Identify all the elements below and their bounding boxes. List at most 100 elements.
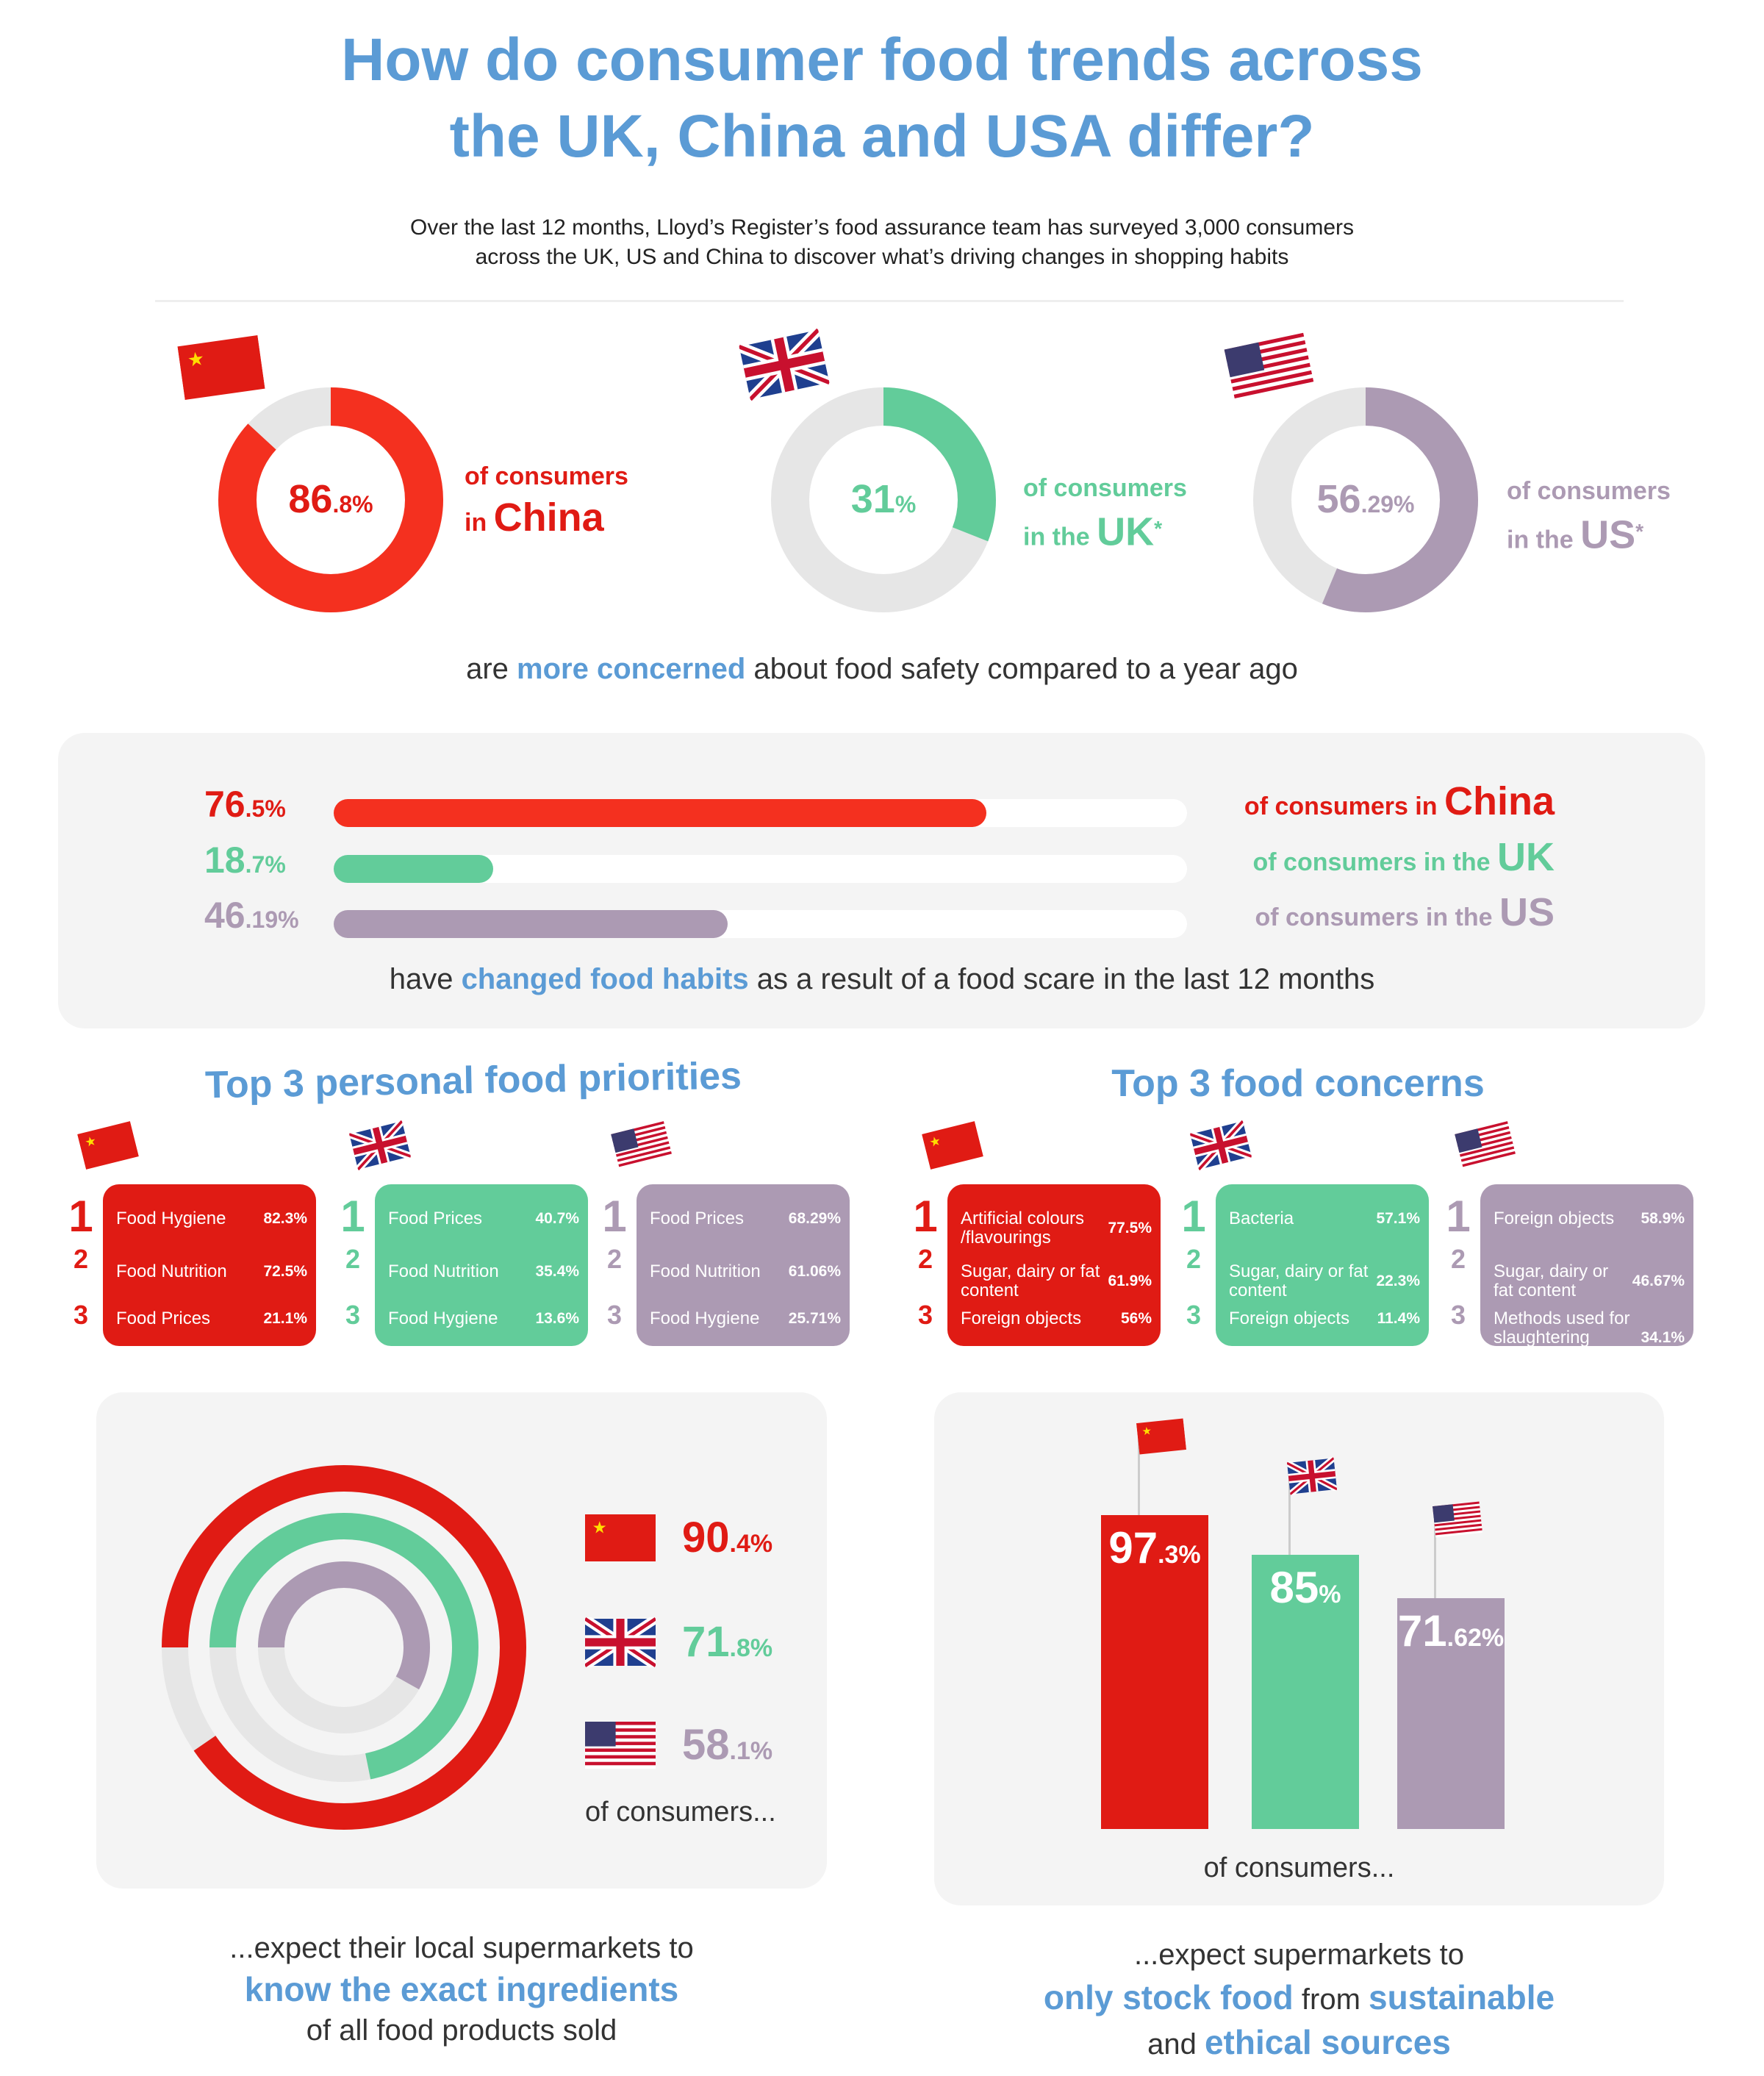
flag-uk-icon bbox=[582, 1614, 659, 1671]
concerns-box-us: Foreign objects 58.9% Sugar, dairy or fat … bbox=[1480, 1184, 1693, 1367]
donut-arc-china bbox=[218, 387, 443, 612]
priorities-item: Food Prices 21.1% bbox=[116, 1309, 307, 1328]
habit-bar-track bbox=[334, 910, 1187, 938]
priorities-item: Food Prices 40.7% bbox=[388, 1209, 579, 1228]
us-donut-label: of consumers in the US* bbox=[1507, 477, 1671, 557]
concerns-item: Foreign objects 11.4% bbox=[1229, 1309, 1420, 1328]
priorities-item: Food Nutrition 72.5% bbox=[116, 1261, 307, 1281]
ingredients-pct: 58.1% bbox=[682, 1721, 773, 1769]
subtitle: Over the last 12 months, Lloyd’s Registe… bbox=[409, 215, 1354, 269]
ingredients-rings bbox=[162, 1465, 526, 1830]
sustainable-caption: ...expect supermarkets to only stock foo… bbox=[1043, 1939, 1555, 2061]
rank-number: 2 bbox=[1186, 1244, 1202, 1274]
flag-us-icon bbox=[585, 1720, 656, 1774]
ring-arc-china bbox=[162, 1465, 526, 1830]
ingredients-of-consumers: of consumers... bbox=[585, 1797, 776, 1828]
priorities-box-us: Food Prices 68.29% Food Nutrition 61.06% Foo… bbox=[637, 1184, 850, 1346]
flag-pole bbox=[1138, 1434, 1140, 1516]
rank-number: 3 bbox=[917, 1300, 933, 1330]
rank-number: 3 bbox=[1186, 1300, 1202, 1330]
flag-pole bbox=[1434, 1517, 1436, 1598]
rank-number: 1 bbox=[602, 1192, 627, 1241]
flag-us-icon bbox=[1455, 1121, 1516, 1170]
concerns-heading: Top 3 food concerns bbox=[1111, 1062, 1485, 1105]
page-title: How do consumer food trends across the UK… bbox=[341, 26, 1423, 170]
priorities-box-uk: Food Prices 40.7% Food Nutrition 35.4% Food … bbox=[375, 1184, 588, 1346]
bar-chart-xlabel: of consumers... bbox=[1203, 1853, 1395, 1883]
rank-number: 1 bbox=[913, 1192, 938, 1241]
flag-china-icon: ★ bbox=[585, 1513, 656, 1567]
china-donut-value: 86.8% bbox=[288, 477, 373, 521]
rank-number: 2 bbox=[917, 1244, 933, 1274]
rank-number: 3 bbox=[345, 1300, 361, 1330]
concerns-item: Sugar, dairy or fat content 46.67% bbox=[1494, 1261, 1685, 1300]
rank-number: 2 bbox=[606, 1244, 623, 1274]
flag-china-icon: ★ bbox=[922, 1121, 983, 1170]
habit-label: of consumers in the US bbox=[1255, 890, 1555, 934]
china-donut-label: of consumers in China bbox=[465, 462, 628, 540]
flag-uk-icon bbox=[348, 1118, 412, 1173]
habit-bar-fill bbox=[334, 799, 987, 827]
rank-number: 2 bbox=[345, 1244, 361, 1274]
svg-text:★: ★ bbox=[1141, 1425, 1152, 1438]
habit-bar-track bbox=[334, 799, 1187, 827]
habit-pct: 46.19% bbox=[204, 895, 299, 936]
flag-uk-icon bbox=[736, 326, 832, 404]
rank-number: 2 bbox=[73, 1244, 89, 1274]
concerns-item: Artificial colours /flavourings 77.5% bbox=[961, 1209, 1152, 1248]
us-donut-value: 56.29% bbox=[1316, 477, 1415, 521]
concerns-item: Bacteria 57.1% bbox=[1229, 1209, 1420, 1228]
habit-pct: 76.5% bbox=[204, 784, 286, 825]
habit-bar-fill bbox=[334, 855, 494, 883]
ingredients-pct: 71.8% bbox=[682, 1618, 773, 1666]
svg-text:★: ★ bbox=[83, 1133, 98, 1150]
flag-china-icon: ★ bbox=[1136, 1418, 1187, 1457]
flag-china-icon: ★ bbox=[77, 1121, 139, 1170]
concerns-box-china: Artificial colours /flavourings 77.5% Suga… bbox=[947, 1184, 1161, 1346]
bar-us bbox=[1397, 1597, 1505, 1829]
svg-text:★: ★ bbox=[186, 348, 206, 371]
divider bbox=[155, 300, 1624, 302]
bar-value-label: 97.3% bbox=[1108, 1523, 1201, 1573]
habit-label: of consumers in the UK bbox=[1252, 835, 1555, 879]
donut-arc-uk bbox=[771, 387, 996, 612]
ingredients-pct: 90.4% bbox=[682, 1514, 773, 1561]
rank-number: 1 bbox=[340, 1192, 365, 1241]
priorities-item: Food Hygiene 82.3% bbox=[116, 1209, 307, 1228]
concerns-item: Foreign objects 56% bbox=[961, 1309, 1152, 1328]
concerns-item: Sugar, dairy or fat content 61.9% bbox=[961, 1261, 1152, 1300]
concerns-item: Foreign objects 58.9% bbox=[1494, 1209, 1685, 1228]
priorities-item: Food Nutrition 61.06% bbox=[650, 1261, 841, 1281]
rank-number: 1 bbox=[68, 1192, 93, 1241]
rank-number: 3 bbox=[73, 1300, 89, 1330]
bar-uk bbox=[1252, 1555, 1359, 1829]
donut-arc-us bbox=[1253, 387, 1478, 612]
rank-number: 1 bbox=[1446, 1192, 1471, 1241]
concern-donuts bbox=[218, 387, 1478, 612]
svg-text:★: ★ bbox=[928, 1133, 942, 1150]
ring-arc-us bbox=[258, 1561, 430, 1733]
priorities-heading: Top 3 personal food priorities bbox=[204, 1054, 742, 1107]
svg-text:★: ★ bbox=[592, 1519, 607, 1537]
rank-number: 3 bbox=[606, 1300, 623, 1330]
flag-uk-icon bbox=[1188, 1118, 1253, 1173]
priorities-box-china: Food Hygiene 82.3% Food Nutrition 72.5% Food… bbox=[103, 1184, 316, 1346]
concerned-caption: are more concerned about food safety com… bbox=[466, 653, 1298, 685]
flag-us-icon bbox=[1224, 332, 1315, 403]
habit-label: of consumers in China bbox=[1244, 779, 1555, 823]
flag-us-icon bbox=[1432, 1501, 1483, 1540]
flag-pole bbox=[1288, 1474, 1291, 1556]
habits-caption: have changed food habits as a result of … bbox=[389, 963, 1375, 995]
habit-bar-fill bbox=[334, 910, 728, 938]
rank-number: 2 bbox=[1450, 1244, 1466, 1274]
flag-china-icon: ★ bbox=[177, 335, 265, 401]
flag-us-icon bbox=[611, 1121, 673, 1170]
bar-value-label: 71.62% bbox=[1397, 1606, 1505, 1656]
uk-donut-label: of consumers in the UK* bbox=[1023, 474, 1187, 554]
concerns-item: Methods used for slaughtering animals 34.… bbox=[1494, 1309, 1685, 1367]
uk-donut-value: 31% bbox=[850, 477, 917, 521]
flag-uk-icon bbox=[1285, 1456, 1339, 1497]
priorities-item: Food Nutrition 35.4% bbox=[388, 1261, 579, 1281]
habit-bar-track bbox=[334, 855, 1187, 883]
habit-pct: 18.7% bbox=[204, 840, 286, 881]
